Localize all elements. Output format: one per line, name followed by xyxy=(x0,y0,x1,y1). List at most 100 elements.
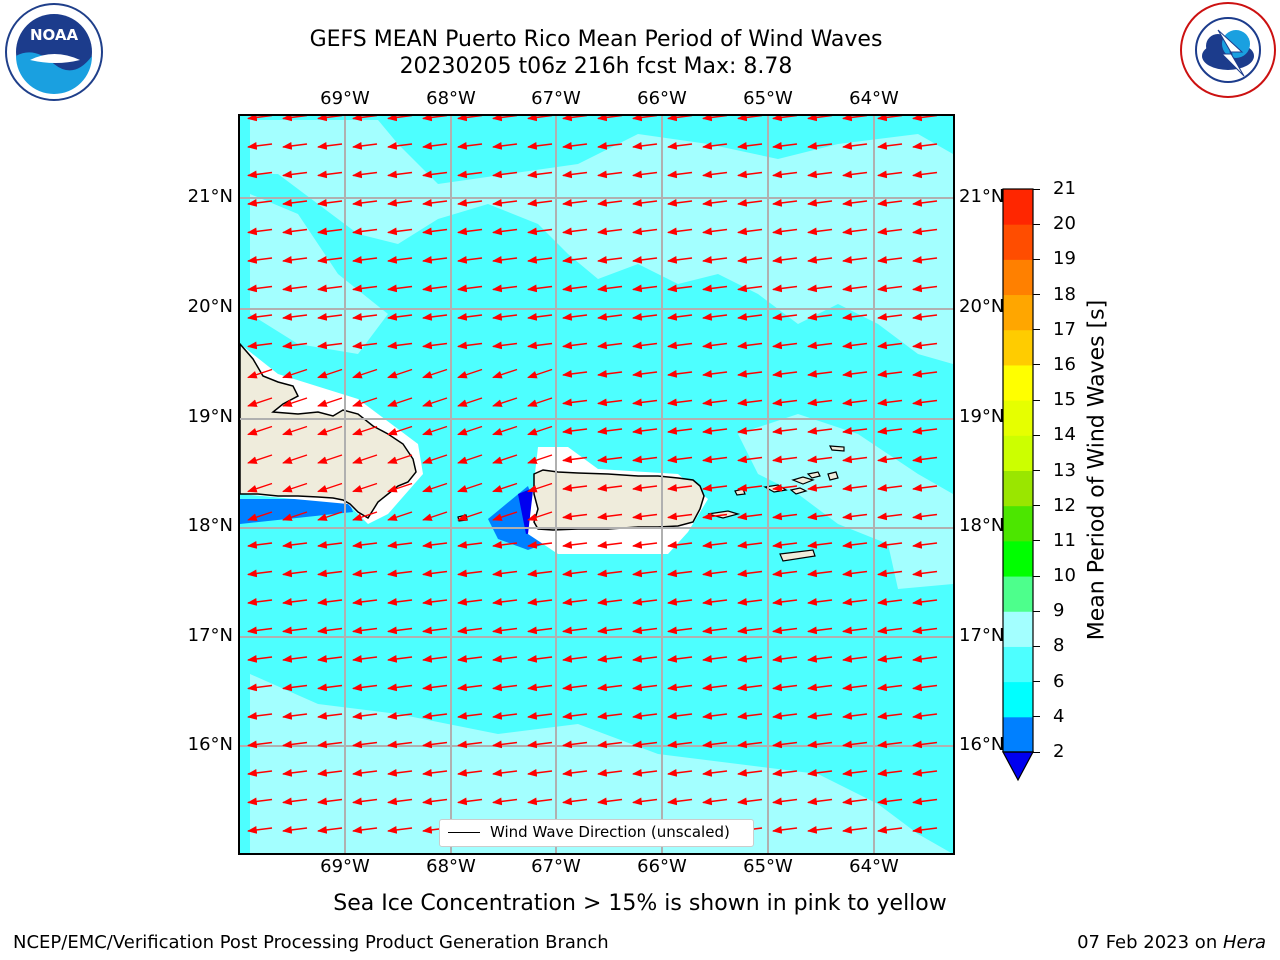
wave-direction-arrow xyxy=(492,313,518,321)
wave-direction-arrow xyxy=(352,482,378,493)
wave-direction-arrow xyxy=(877,341,903,350)
wave-direction-arrow xyxy=(912,569,938,578)
wave-direction-arrow xyxy=(317,454,343,464)
wave-direction-arrow xyxy=(842,626,868,635)
wave-direction-arrow xyxy=(457,569,483,578)
wave-direction-arrow xyxy=(772,826,798,834)
colorbar-tick-label: 17 xyxy=(1053,318,1076,340)
wave-direction-arrow xyxy=(912,655,938,663)
wave-direction-arrow xyxy=(772,227,798,236)
wave-direction-arrow xyxy=(632,740,658,749)
wave-direction-arrow xyxy=(492,284,518,293)
wave-direction-arrow xyxy=(457,170,483,179)
wave-direction-arrow xyxy=(247,313,273,321)
colorbar-extend-triangle xyxy=(1001,751,1035,782)
wave-direction-arrow xyxy=(492,626,518,635)
wave-direction-arrow xyxy=(772,740,798,749)
wave-direction-arrow xyxy=(457,740,483,749)
wave-direction-arrow xyxy=(842,427,868,435)
wave-direction-arrow xyxy=(597,598,623,606)
lon-label-bottom: 64°W xyxy=(849,856,899,877)
wave-direction-arrow xyxy=(667,227,693,236)
wave-direction-arrow xyxy=(387,170,413,179)
wave-direction-arrow xyxy=(457,797,483,806)
wave-direction-arrow xyxy=(562,626,588,635)
colorbar-band xyxy=(1003,681,1033,718)
wave-direction-arrow xyxy=(422,397,448,407)
wave-direction-arrow xyxy=(632,398,658,407)
wave-direction-arrow xyxy=(912,740,938,749)
wave-direction-arrow xyxy=(352,425,378,436)
wave-direction-arrow xyxy=(877,740,903,749)
wave-direction-arrow xyxy=(632,797,658,806)
wave-direction-arrow xyxy=(702,227,728,236)
wave-direction-arrow xyxy=(702,797,728,806)
colorbar xyxy=(1001,188,1035,782)
wave-direction-arrow xyxy=(772,541,798,549)
wave-direction-arrow xyxy=(772,683,798,692)
wave-direction-arrow xyxy=(317,626,343,635)
lon-label-top: 69°W xyxy=(320,88,370,109)
wave-direction-arrow xyxy=(772,598,798,606)
wave-direction-arrow xyxy=(562,199,588,207)
wave-direction-arrow xyxy=(527,626,553,635)
wave-direction-arrow xyxy=(562,797,588,806)
colorbar-band xyxy=(1003,294,1033,331)
wave-direction-arrow xyxy=(492,797,518,806)
wave-direction-arrow xyxy=(422,683,448,692)
wave-direction-arrow xyxy=(492,569,518,578)
wave-direction-arrow xyxy=(772,142,798,150)
lon-label-bottom: 67°W xyxy=(531,856,581,877)
wave-direction-arrow xyxy=(492,425,518,436)
noaa-logo: NOAA xyxy=(4,2,104,102)
wave-direction-arrow xyxy=(772,170,798,179)
wave-direction-arrow xyxy=(877,541,903,549)
wave-direction-arrow xyxy=(807,370,833,378)
colorbar-tick-label: 19 xyxy=(1053,248,1076,270)
wave-direction-arrow xyxy=(387,655,413,663)
wave-direction-arrow xyxy=(912,142,938,150)
wave-direction-arrow xyxy=(282,227,308,236)
wave-direction-arrow xyxy=(317,284,343,293)
colorbar-tick-mark xyxy=(1033,716,1040,718)
wave-direction-arrow xyxy=(597,142,623,150)
wave-direction-arrow xyxy=(667,313,693,321)
wave-direction-arrow xyxy=(632,199,658,207)
wave-direction-arrow xyxy=(667,341,693,350)
wave-direction-arrow xyxy=(772,769,798,777)
wave-direction-arrow xyxy=(842,284,868,293)
lat-label-right: 16°N xyxy=(959,734,1005,755)
wave-direction-arrow xyxy=(912,227,938,236)
wave-direction-arrow xyxy=(317,397,343,407)
wave-direction-arrow xyxy=(702,740,728,749)
wave-direction-arrow xyxy=(492,227,518,236)
lat-label-right: 18°N xyxy=(959,515,1005,536)
wave-direction-arrow xyxy=(667,170,693,179)
wave-direction-arrow xyxy=(457,368,483,379)
wave-direction-arrow xyxy=(877,370,903,378)
wave-direction-arrow xyxy=(422,797,448,806)
wave-direction-arrow xyxy=(457,511,483,521)
wave-direction-arrow xyxy=(667,427,693,435)
wave-direction-arrow xyxy=(807,569,833,578)
wave-direction-arrow xyxy=(492,598,518,606)
wave-direction-arrow xyxy=(912,256,938,264)
wave-direction-arrow xyxy=(702,541,728,549)
wave-direction-arrow xyxy=(422,170,448,179)
wave-direction-arrow xyxy=(667,626,693,635)
wave-direction-arrow xyxy=(702,398,728,407)
wave-direction-arrow xyxy=(632,170,658,179)
wave-direction-arrow xyxy=(737,484,763,492)
wave-direction-arrow xyxy=(737,598,763,606)
wave-direction-arrow xyxy=(387,626,413,635)
wave-direction-arrow xyxy=(912,598,938,606)
wave-direction-arrow xyxy=(912,199,938,207)
wave-direction-arrow xyxy=(877,826,903,834)
wave-direction-arrow xyxy=(702,598,728,606)
wave-direction-arrow xyxy=(597,199,623,207)
wave-direction-arrow xyxy=(842,598,868,606)
wave-direction-arrow xyxy=(807,541,833,549)
wave-direction-arrow xyxy=(632,455,658,464)
wave-direction-arrow xyxy=(562,227,588,236)
wave-direction-arrow xyxy=(387,712,413,720)
